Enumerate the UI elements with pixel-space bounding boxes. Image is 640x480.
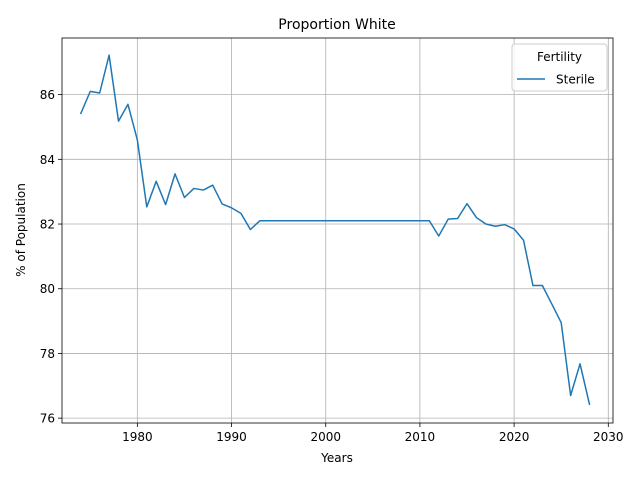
x-tick-label: 2030 (593, 430, 624, 444)
y-tick-label: 78 (40, 347, 55, 361)
plot-frame (61, 37, 614, 424)
x-tick-label: 1990 (216, 430, 247, 444)
series-group (79, 54, 591, 406)
legend: Fertility Sterile (511, 43, 608, 92)
series-line-sterile (79, 54, 591, 406)
y-tick-label: 86 (40, 88, 55, 102)
x-tick-label: 2020 (499, 430, 530, 444)
y-tick-label: 76 (40, 412, 55, 426)
x-tick-label: 2010 (405, 430, 436, 444)
chart-title: Proportion White (278, 17, 395, 33)
x-axis: 1980 1990 2000 2010 2020 2030 (122, 423, 624, 444)
x-tick-label: 2000 (310, 430, 341, 444)
y-tick-label: 84 (40, 153, 55, 167)
y-axis-label: % of Population (14, 183, 28, 277)
x-axis-label: Years (320, 451, 353, 465)
y-axis: 76 78 80 82 84 86 (40, 88, 62, 426)
y-tick-label: 80 (40, 282, 55, 296)
y-tick-label: 82 (40, 218, 55, 232)
legend-label: Sterile (556, 73, 595, 87)
x-tick-label: 1980 (122, 430, 153, 444)
grid (62, 38, 613, 423)
legend-title: Fertility (537, 50, 582, 64)
